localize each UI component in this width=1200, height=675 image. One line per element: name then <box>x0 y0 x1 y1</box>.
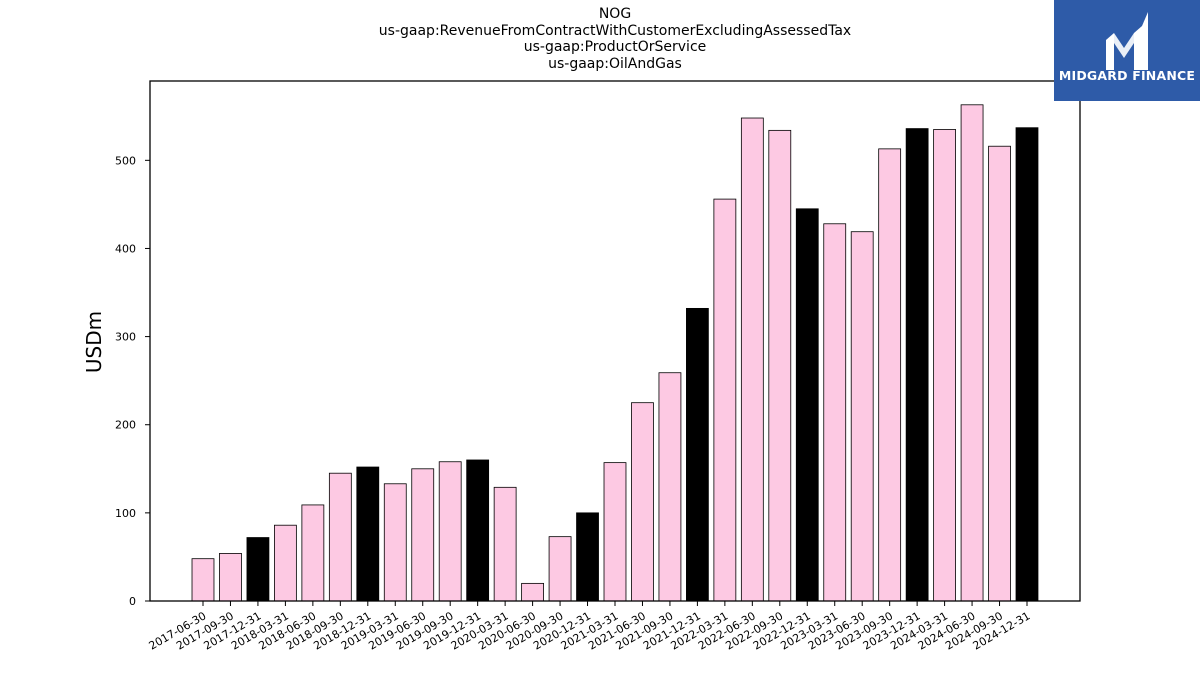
bar-2024-03-31 <box>933 129 956 602</box>
bar-2021-06-30 <box>631 402 654 602</box>
y-axis: 0 100 200 300 400 500 <box>115 154 150 608</box>
bar-2021-03-31 <box>603 462 627 602</box>
bar-2021-12-31 <box>686 307 709 602</box>
y-tick-label: 400 <box>115 242 136 255</box>
bar-2017-09-30 <box>219 553 242 602</box>
y-tick-label: 300 <box>115 331 136 344</box>
title-line-member: us-gaap:OilAndGas <box>548 55 682 72</box>
bar-2019-12-31 <box>466 459 490 602</box>
bar-2023-03-31 <box>823 223 847 602</box>
bar-2022-03-31 <box>713 198 737 602</box>
bar-2020-06-30 <box>521 582 544 602</box>
bar-2018-03-31 <box>274 524 297 602</box>
chart-title: NOG us-gaap:RevenueFromContractWithCusto… <box>150 6 1080 72</box>
bar-2022-12-31 <box>795 208 819 602</box>
y-tick-label: 200 <box>115 419 136 432</box>
bar-2023-09-30 <box>878 148 902 602</box>
y-tick-label: 0 <box>129 595 136 608</box>
title-line-concept: us-gaap:RevenueFromContractWithCustomerE… <box>378 22 852 39</box>
y-tick-label: 100 <box>115 507 136 520</box>
y-tick-label: 500 <box>115 154 136 167</box>
bar-2019-09-30 <box>438 461 462 602</box>
y-axis-label: USDm <box>82 311 106 373</box>
bar-2021-09-30 <box>658 372 682 602</box>
bar-2020-03-31 <box>493 486 517 602</box>
bar-2020-09-30 <box>548 536 572 602</box>
bar-2024-12-31 <box>1015 127 1039 602</box>
bar-2018-12-31 <box>356 466 380 602</box>
bar-2020-12-31 <box>576 512 599 602</box>
bar-2023-06-30 <box>850 231 874 602</box>
bar-2024-09-30 <box>988 145 1011 602</box>
bar-2022-06-30 <box>740 117 764 602</box>
bar-2018-09-30 <box>328 472 352 602</box>
bar-2019-06-30 <box>411 468 435 602</box>
brand-mark-icon <box>1106 12 1148 70</box>
title-line-ticker: NOG <box>598 6 632 22</box>
title-line-axis: us-gaap:ProductOrService <box>523 39 707 55</box>
bar-2024-06-30 <box>960 104 984 602</box>
bar-2018-06-30 <box>301 504 325 602</box>
brand-logo: MIDGARD FINANCE <box>1054 0 1200 101</box>
bars-group <box>191 104 1039 602</box>
bar-2022-09-30 <box>768 129 792 602</box>
bar-2023-12-31 <box>905 128 929 602</box>
brand-logo-text: MIDGARD FINANCE <box>1058 68 1196 83</box>
x-axis: 2017-06-302017-09-302017-12-312018-03-31… <box>147 601 1033 653</box>
bar-2017-12-31 <box>246 537 270 602</box>
bar-2019-03-31 <box>383 483 407 602</box>
bar-2017-06-30 <box>191 558 215 602</box>
plot-frame <box>149 80 1081 602</box>
